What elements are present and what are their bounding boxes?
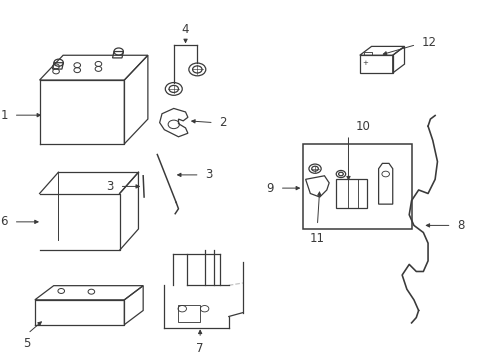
Text: 9: 9 — [266, 181, 273, 195]
Text: 6: 6 — [0, 215, 8, 228]
Bar — [178, 305, 200, 322]
Text: 7: 7 — [196, 342, 203, 355]
Text: 8: 8 — [456, 219, 464, 232]
Text: +: + — [362, 60, 367, 66]
Text: 1: 1 — [0, 109, 8, 122]
Text: 3: 3 — [106, 180, 114, 193]
Text: 3: 3 — [205, 168, 212, 181]
Bar — [336, 179, 366, 208]
Text: 2: 2 — [219, 116, 226, 129]
Text: 10: 10 — [355, 120, 369, 133]
Text: 4: 4 — [182, 23, 189, 36]
Text: 11: 11 — [309, 232, 324, 245]
Text: 5: 5 — [22, 337, 30, 350]
Text: 12: 12 — [421, 36, 436, 49]
Bar — [303, 144, 411, 229]
